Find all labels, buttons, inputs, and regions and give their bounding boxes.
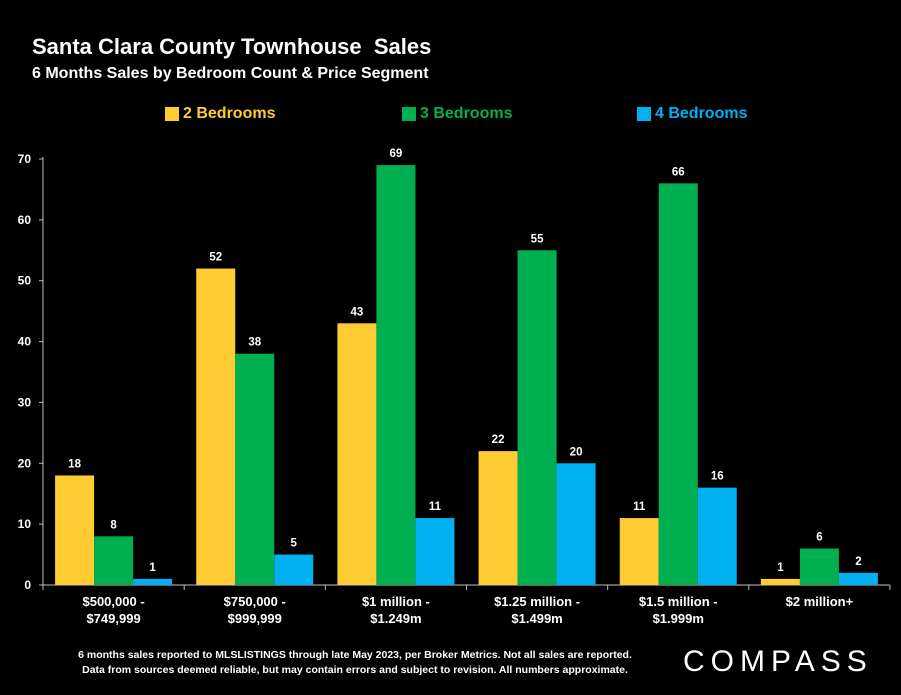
x-tick-label: $500,000 - [82,594,144,609]
bar [274,554,314,585]
data-label: 52 [209,252,222,264]
bar [838,572,878,585]
legend-item-4-bedrooms: 4 Bedrooms [637,105,747,123]
legend-swatch-4-bedrooms [637,107,651,121]
data-label: 22 [492,434,505,446]
y-tick-label: 50 [18,274,32,288]
bar [94,536,134,585]
y-tick-label: 60 [18,213,32,227]
footnote-line-2: Data from sources deemed reliable, but m… [82,664,628,676]
bar [478,451,518,585]
data-label: 43 [351,306,364,318]
x-tick-label: $1.249m [370,611,421,626]
data-label: 66 [672,166,685,178]
legend-item-2-bedrooms: 2 Bedrooms [165,105,275,123]
bar [697,487,737,585]
data-label: 16 [711,471,724,483]
data-label: 2 [855,556,861,568]
legend-swatch-2-bedrooms [165,107,179,121]
data-label: 1 [149,562,156,574]
data-label: 11 [633,501,646,513]
x-tick-label: $1 million - [362,594,430,609]
data-label: 38 [248,337,261,349]
bar [415,518,455,585]
data-label: 20 [570,446,583,458]
x-tick-label: $999,999 [228,611,282,626]
data-label: 6 [816,531,822,543]
bar [619,518,659,585]
y-tick-label: 10 [18,517,32,531]
chart-subtitle: 6 Months Sales by Bedroom Count & Price … [32,65,429,82]
x-tick-label: $1.499m [511,611,562,626]
bar [376,165,416,586]
compass-logo: COMPASS [683,645,873,678]
bar [235,353,275,585]
data-label: 5 [291,538,298,550]
bar [133,578,173,585]
y-tick-label: 70 [18,152,32,166]
bar [658,183,698,586]
data-label: 69 [390,148,403,160]
bar [55,475,95,585]
legend: 2 Bedrooms 3 Bedrooms 4 Bedrooms [0,105,901,129]
y-tick-label: 30 [18,395,32,409]
bar [517,250,557,586]
x-tick-label: $1.25 million - [494,594,580,609]
x-tick-label: $1.5 million - [639,594,718,609]
y-tick-label: 0 [24,578,31,592]
bar [556,463,596,585]
footnote: 6 months sales reported to MLSLISTINGS t… [40,648,670,678]
y-tick-label: 40 [18,335,32,349]
footnote-line-1: 6 months sales reported to MLSLISTINGS t… [78,649,632,661]
data-label: 1 [777,562,784,574]
x-tick-label: $749,999 [86,611,140,626]
x-tick-label: $1.999m [653,611,704,626]
legend-item-3-bedrooms: 3 Bedrooms [402,105,512,123]
y-tick-label: 20 [18,456,32,470]
data-label: 55 [531,233,544,245]
legend-label-3-bedrooms: 3 Bedrooms [420,105,513,122]
legend-label-4-bedrooms: 4 Bedrooms [655,105,748,122]
bar [760,578,800,585]
data-label: 18 [68,458,81,470]
x-tick-label: $750,000 - [224,594,286,609]
data-label: 11 [429,501,442,513]
x-tick-label: $2 million+ [786,594,854,609]
data-label: 8 [110,519,117,531]
bar [337,323,377,585]
legend-swatch-3-bedrooms [402,107,416,121]
bar [196,268,236,585]
legend-label-2-bedrooms: 2 Bedrooms [183,105,276,122]
chart-title: Santa Clara County Townhouse Sales [32,34,432,59]
bar [799,548,839,585]
